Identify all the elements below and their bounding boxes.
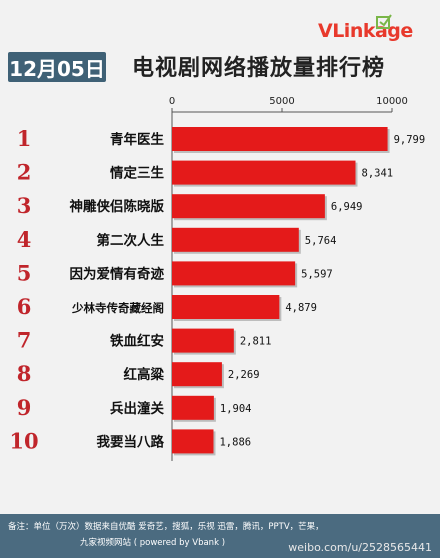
- x-tick-label: 5000: [269, 96, 294, 107]
- footer-note: 备注：单位（万次）数据来自优酷 爱奇艺，搜狐，乐视 迅雷，腾讯，PPTV，芒果，: [8, 522, 324, 532]
- rank-number: 7: [17, 328, 32, 353]
- category-label: 红高粱: [124, 366, 165, 383]
- value-label: 5,764: [305, 235, 337, 247]
- value-label: 5,597: [301, 268, 333, 280]
- value-label: 8,341: [362, 168, 394, 180]
- bar: [172, 395, 214, 420]
- category-label: 因为爱情有奇迹: [70, 265, 165, 282]
- rank-number: 9: [17, 395, 32, 420]
- chart-title: 电视剧网络播放量排行榜: [132, 56, 386, 81]
- logo-box-icon: [376, 14, 392, 29]
- rank-number: 3: [17, 193, 32, 218]
- category-label: 铁血红安: [110, 333, 164, 350]
- x-tick-label: 0: [169, 96, 175, 107]
- bar: [172, 429, 214, 454]
- watermark: weibo.com/u/2528565441: [288, 541, 432, 554]
- footer-source: 九家视频网站 ( powered by Vbank ): [80, 538, 226, 548]
- rank-number: 6: [17, 294, 32, 319]
- category-label: 我要当八路: [97, 433, 165, 450]
- rank-number: 1: [17, 126, 32, 151]
- bar-chart: 0 5000 10000 1 青年医生 9,799 2 情定三生 8,341 3 神雕侠侣陈晓版 6,…: [9, 96, 426, 461]
- x-tick-label: 10000: [376, 96, 408, 107]
- value-label: 1,886: [219, 436, 251, 448]
- value-label: 1,904: [220, 403, 252, 415]
- footer: 备注：单位（万次）数据来自优酷 爱奇艺，搜狐，乐视 迅雷，腾讯，PPTV，芒果，…: [0, 514, 440, 558]
- category-label: 第二次人生: [97, 232, 165, 249]
- bar: [172, 328, 234, 353]
- date-badge: 12月05日: [8, 52, 106, 82]
- value-label: 6,949: [331, 201, 363, 213]
- bar: [172, 295, 280, 319]
- bar: [172, 227, 299, 252]
- header: 12月05日 电视剧网络播放量排行榜 VLinkage: [0, 0, 440, 100]
- rank-number: 2: [17, 160, 32, 185]
- logo-text: VLinkage: [318, 20, 413, 42]
- rank-number: 4: [17, 227, 32, 252]
- category-label: 神雕侠侣陈晓版: [70, 198, 165, 215]
- bar: [172, 362, 222, 387]
- category-label: 少林寺传奇藏经阁: [71, 301, 164, 315]
- value-label: 2,269: [228, 369, 260, 381]
- vlinkage-logo: VLinkage: [318, 14, 430, 44]
- bar: [172, 261, 296, 286]
- value-label: 4,879: [285, 302, 317, 314]
- bar: [172, 127, 388, 151]
- bar: [172, 194, 325, 219]
- bar: [172, 160, 356, 185]
- rank-number: 5: [17, 260, 32, 285]
- category-label: 青年医生: [110, 131, 164, 148]
- value-label: 2,811: [240, 336, 272, 348]
- value-label: 9,799: [394, 134, 426, 146]
- rank-number: 10: [9, 428, 38, 453]
- category-label: 情定三生: [110, 165, 164, 182]
- rank-number: 8: [17, 361, 32, 386]
- category-label: 兵出潼关: [110, 400, 164, 417]
